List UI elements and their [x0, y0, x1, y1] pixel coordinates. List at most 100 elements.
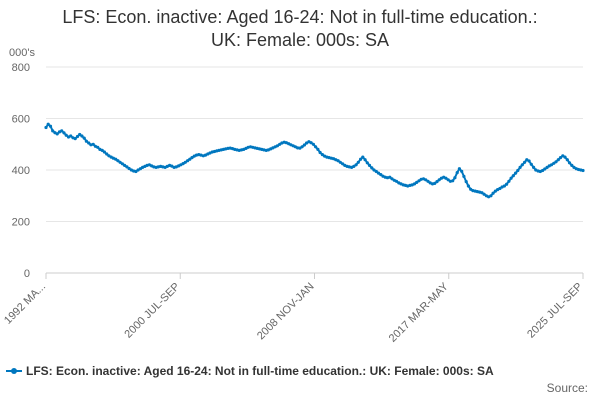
data-point	[529, 162, 533, 166]
data-point	[190, 156, 194, 160]
data-point	[296, 146, 300, 150]
data-point	[549, 163, 554, 167]
data-point	[46, 122, 50, 126]
data-point	[80, 134, 84, 138]
data-point	[374, 169, 378, 174]
data-point	[415, 180, 419, 184]
data-point	[424, 178, 428, 182]
data-point	[64, 133, 68, 137]
legend-dot	[11, 368, 17, 374]
data-point	[354, 163, 358, 167]
data-point	[581, 168, 585, 173]
data-point	[309, 141, 313, 145]
data-point	[183, 160, 187, 164]
data-point	[125, 165, 129, 169]
data-point	[75, 134, 80, 139]
grid-lines	[46, 66, 583, 274]
data-point	[352, 164, 356, 168]
data-point	[523, 160, 527, 164]
data-point	[379, 173, 383, 177]
data-point	[567, 161, 572, 165]
data-point	[532, 165, 536, 169]
data-point	[123, 163, 127, 167]
x-tick-label: 2000 JUL-SEP	[122, 281, 182, 341]
data-point	[116, 159, 120, 163]
data-point	[316, 147, 320, 151]
data-point	[518, 165, 522, 169]
data-point	[341, 162, 345, 166]
x-tick-label: 2008 NOV-JAN	[255, 281, 317, 343]
data-point	[451, 179, 455, 183]
x-axis: 1992 MA... 2000 JUL-SEP 2008 NOV-JAN 2017 M…	[2, 273, 585, 345]
data-point	[363, 158, 367, 162]
data-point	[437, 178, 441, 182]
y-axis-unit-label: 000's	[9, 47, 35, 59]
data-point	[275, 144, 279, 148]
data-point	[509, 176, 513, 180]
x-tick-label: 2017 MAR-MAY	[387, 280, 452, 345]
data-point	[433, 181, 437, 185]
data-point	[338, 160, 342, 164]
data-point	[527, 159, 531, 163]
data-point	[87, 141, 91, 145]
legend-label: LFS: Econ. inactive: Aged 16-24: Not in …	[26, 364, 494, 378]
data-point	[462, 174, 466, 178]
data-point	[507, 179, 511, 183]
chart-title: LFS: Econ. inactive: Aged 16-24: Not in …	[0, 6, 600, 52]
chart-title-line-1: LFS: Econ. inactive: Aged 16-24: Not in …	[62, 7, 538, 27]
legend[interactable]: LFS: Econ. inactive: Aged 16-24: Not in …	[6, 364, 494, 378]
y-tick-label: 200	[12, 217, 30, 229]
data-point	[511, 174, 515, 178]
data-point	[502, 184, 506, 188]
data-point	[69, 134, 73, 138]
data-point	[188, 157, 192, 161]
data-point	[460, 169, 464, 173]
data-point	[120, 162, 124, 166]
data-point	[482, 192, 486, 196]
data-point	[356, 160, 360, 164]
data-point	[388, 175, 392, 179]
y-tick-label: 0	[24, 268, 30, 280]
source-label: Source:	[546, 381, 588, 395]
data-point	[96, 145, 100, 149]
y-tick-label: 800	[12, 62, 30, 74]
data-point	[336, 159, 340, 163]
data-point	[102, 150, 106, 154]
data-point	[520, 163, 524, 167]
series-group	[44, 122, 585, 199]
x-tick-label: 2025 JUL-SEP	[525, 281, 585, 341]
data-point	[558, 156, 563, 160]
legend-series-marker	[6, 366, 22, 376]
data-point	[318, 150, 322, 155]
data-point	[105, 152, 109, 156]
data-point	[44, 125, 48, 130]
data-point	[55, 132, 59, 136]
data-point	[370, 166, 374, 170]
x-tick-label: 1992 MA...	[2, 281, 48, 327]
data-point	[48, 124, 53, 128]
data-point	[302, 143, 306, 147]
data-point	[60, 129, 64, 133]
data-point	[100, 148, 104, 152]
data-point	[491, 191, 495, 195]
data-point	[570, 163, 574, 167]
data-point	[563, 155, 567, 159]
data-point	[514, 171, 518, 175]
chart-title-line-2: UK: Female: 000s: SA	[210, 30, 390, 50]
data-point	[466, 184, 470, 188]
data-point	[565, 158, 569, 162]
data-point	[359, 157, 363, 161]
data-point	[300, 145, 304, 149]
data-point	[314, 145, 318, 149]
data-point	[118, 160, 122, 164]
data-point	[62, 131, 66, 135]
data-point	[127, 166, 131, 171]
data-point	[365, 161, 369, 165]
y-axis-ticks: 0 200 400 600 800	[12, 62, 30, 280]
data-point	[516, 168, 520, 173]
data-point	[444, 176, 448, 180]
data-point	[73, 137, 77, 141]
data-point	[361, 155, 365, 159]
data-point	[505, 182, 509, 186]
